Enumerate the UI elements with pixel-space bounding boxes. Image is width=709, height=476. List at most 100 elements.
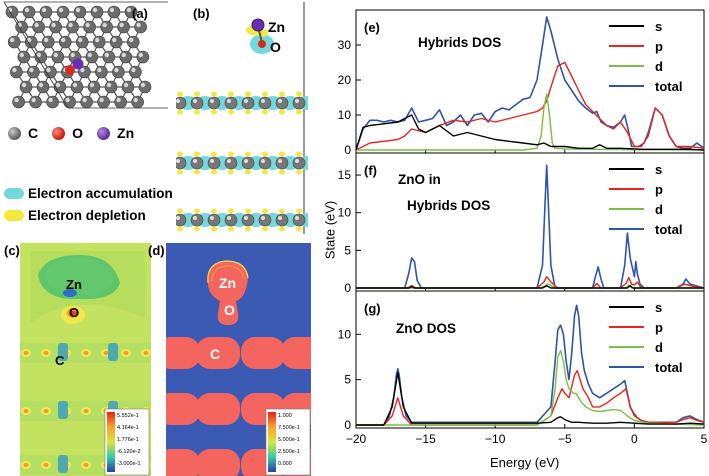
carbon-highlight	[87, 52, 93, 58]
carbon-highlight	[227, 159, 231, 163]
depletion-blob	[262, 226, 268, 232]
carbon-atom	[75, 35, 89, 49]
carbon-atom	[176, 213, 187, 227]
carbon-highlight	[278, 99, 282, 103]
y-tick-label: 5	[344, 243, 351, 257]
depletion-blob	[177, 169, 183, 175]
carbon-highlight	[295, 159, 299, 163]
carbon-highlight	[34, 22, 39, 28]
carbon-atom	[85, 50, 99, 64]
depletion-blob	[296, 208, 302, 214]
y-tick-label: 15	[338, 168, 352, 182]
carbon-atom	[87, 80, 101, 94]
depletion-blob	[262, 169, 268, 175]
contour-peak-core	[143, 351, 149, 355]
depletion-blob	[211, 208, 217, 214]
depletion-blob	[211, 169, 217, 175]
accumulation-label: Electron accumulation	[28, 185, 173, 201]
carbon-highlight	[278, 216, 282, 220]
carbon-atom	[258, 213, 272, 227]
panel-c-colorbar-labels: 5.552e-1 4.164e-1 1.776e-1 -6.120e-2 -3.…	[117, 410, 141, 470]
carbon-atom	[114, 95, 127, 109]
carbon-atom	[207, 156, 221, 170]
carbon-atom	[224, 96, 238, 110]
depletion-blob	[228, 226, 234, 232]
carbon-highlight	[109, 7, 115, 13]
carbon-highlight	[193, 159, 197, 163]
depletion-blob	[279, 151, 285, 157]
series-p-line	[355, 61, 705, 151]
panel-b-label: (b)	[193, 6, 210, 21]
carbon-atom	[95, 65, 108, 79]
carbon-atom	[36, 80, 50, 94]
carbon-atom	[121, 80, 135, 94]
carbon-highlight	[244, 216, 248, 220]
carbon-highlight	[55, 82, 61, 88]
legend-total-label: total	[655, 222, 682, 237]
d-colorbar-tick: 5.000e-1	[278, 437, 300, 443]
depletion-blob	[194, 91, 200, 97]
x-tick-label: −20	[346, 432, 367, 446]
carbon-highlight	[97, 67, 102, 73]
contour-peak-core	[83, 463, 89, 467]
c-colorbar-tick: -6.120e-2	[117, 449, 141, 455]
d-colorbar-tick: 1.000	[278, 413, 292, 419]
carbon-highlight	[36, 52, 41, 58]
c-colorbar-tick: 4.164e-1	[117, 425, 139, 431]
depletion-blob	[296, 226, 302, 232]
carbon-atom	[17, 50, 31, 64]
carbon-highlight	[51, 22, 56, 28]
carbon-atom	[292, 213, 306, 227]
carbon-highlight	[29, 67, 34, 73]
carbon-highlight	[106, 82, 112, 88]
carbon-highlight	[261, 159, 265, 163]
contour-blob	[166, 337, 200, 369]
carbon-atom	[46, 95, 59, 109]
depletion-blob	[262, 109, 268, 115]
carbon-highlight	[129, 37, 134, 43]
panel-frame	[355, 290, 705, 429]
carbon-highlight	[138, 52, 143, 58]
carbon-highlight	[19, 52, 24, 58]
panel-a-label: (a)	[132, 6, 148, 21]
contour-blob	[196, 449, 240, 476]
panel-title: Hybrids DOS	[418, 35, 501, 50]
depletion-blob	[262, 91, 268, 97]
series-total-line	[355, 16, 705, 151]
panel-label: (g)	[364, 301, 381, 316]
carbon-highlight	[68, 22, 73, 28]
carbon-atom	[19, 80, 33, 94]
carbon-atom	[49, 20, 62, 34]
carbon-atom	[119, 50, 133, 64]
carbon-atom	[66, 20, 79, 34]
carbon-highlight	[176, 159, 180, 163]
y-tick-label: 5	[344, 373, 351, 387]
carbon-atom	[190, 96, 204, 110]
panel-b-structure	[176, 2, 308, 234]
contour-blob	[281, 337, 311, 369]
cell-edge	[3, 1, 69, 109]
x-tick-label: 0	[631, 432, 638, 446]
carbon-atom	[138, 80, 152, 94]
depletion-blob	[177, 91, 183, 97]
depletion-blob	[211, 226, 217, 232]
contour-blob	[241, 337, 285, 369]
legend-s-label: s	[655, 162, 662, 177]
carbon-legend-icon	[8, 126, 21, 140]
panel-c-c-label: C	[55, 353, 65, 368]
carbon-highlight	[119, 22, 124, 28]
panel-title: Hybrids DOS	[407, 198, 490, 213]
charge-legend: Electron accumulation Electron depletion	[4, 184, 173, 224]
carbon-atom	[275, 213, 289, 227]
carbon-highlight	[80, 67, 85, 73]
depletion-blob	[279, 208, 285, 214]
x-tick-label: 5	[701, 432, 708, 446]
panel-d-o-label: O	[224, 302, 235, 318]
contour-peak-core	[23, 463, 29, 467]
contour-trough	[108, 343, 118, 361]
depletion-blob	[228, 109, 234, 115]
series-s-line	[356, 371, 705, 426]
carbon-atom	[275, 156, 289, 170]
legend-p-label: p	[655, 320, 663, 335]
